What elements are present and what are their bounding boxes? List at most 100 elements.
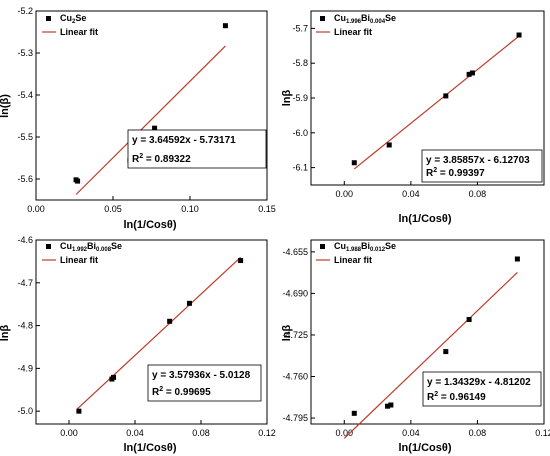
y-tick-label: -6.1 [292,163,308,173]
r2-text: R2 = 0.96149 [427,391,486,403]
legend-subscript: 0.008 [96,247,112,253]
x-tick-label: 0.00 [336,189,354,199]
y-axis-label: lnβ [0,324,11,341]
r2-text: R2 = 0.89322 [132,153,191,165]
x-axis-label: ln(1/Cosθ) [398,442,451,454]
plot-frame [35,10,268,201]
x-tick-label: 0.04 [126,428,144,438]
equation-text: y = 3.64592x - 5.73171 [132,135,236,146]
legend-text: Se [111,241,122,251]
y-tick-label: -4.8 [17,321,33,331]
x-tick-label: 0.05 [104,204,122,214]
legend-text: Cu [60,13,72,23]
data-point [388,402,394,408]
legend-subscript: 1.988 [346,247,362,253]
legend-marker-points [320,244,325,249]
x-tick-label: 0.00 [336,428,354,438]
y-tick-label: -5.0 [17,406,33,416]
y-axis-label: lnβ [281,324,293,341]
data-point [111,374,117,380]
fit-line [343,271,518,439]
equation-text: y = 1.34329x - 4.81202 [427,377,531,388]
legend-label-fit: Linear fit [60,255,98,265]
chart-panel-2: 0.00 0.04 0.08 -5.7 -5.8 -5.9 -6.0 -6.1 ln(1/Cos… [281,10,545,225]
legend-subscript: 1.992 [72,247,88,253]
y-tick-label: -4.690 [282,288,308,298]
x-tick-label: 0.10 [181,204,199,214]
x-axis-label: ln(1/Cosθ) [123,442,176,454]
equation-text: y = 3.57936x - 5.0128 [152,370,251,381]
y-tick-label: -4.760 [282,372,308,382]
data-point [443,93,449,99]
x-tick-label: 0.08 [469,189,487,199]
legend-subscript: 2 [72,19,76,25]
data-point [76,408,82,414]
data-point [466,317,472,323]
fit-line [76,256,242,410]
y-tick-label: -5.7 [292,23,308,33]
r2-text: R2 = 0.99695 [152,386,211,398]
x-tick-label: 0.15 [258,204,276,214]
y-axis-label: lnβ [281,89,293,106]
y-tick-label: -5.6 [17,174,33,184]
legend-text: Bi [361,241,370,251]
y-tick-label: -4.655 [282,247,308,257]
fit-line [353,35,520,170]
y-tick-label: -4.795 [282,413,308,423]
y-tick-label: -4.725 [282,330,308,340]
equation-text: y = 3.85857x - 6.12703 [426,155,530,166]
legend-text: Bi [361,13,370,23]
plot-frame [35,239,268,425]
chart-panel-1: 0.00 0.05 0.10 0.15 -5.2 -5.3 -5.4 -5.5 -5.6 ln(1… [0,6,276,231]
y-tick-label: -5.2 [17,6,33,16]
data-point [351,160,357,166]
legend-text: Bi [87,241,96,251]
x-tick-label: 0.04 [402,428,420,438]
data-point [466,71,472,77]
equation-box [127,129,267,169]
data-point [351,410,357,416]
legend-label-points: Cu1.988Bi0.012Se [334,241,396,253]
legend-marker-points [46,244,51,249]
legend-text: Cu [60,241,72,251]
data-point [385,403,391,409]
x-tick-label: 0.08 [469,428,487,438]
data-point [222,23,228,29]
legend-subscript: 0.004 [370,19,386,25]
legend-label-points: Cu1.992Bi0.008Se [60,241,122,253]
data-point [167,318,173,324]
x-tick-label: 0.04 [402,189,420,199]
legend-text: Se [75,13,86,23]
y-tick-label: -5.3 [17,48,33,58]
fit-line [75,45,226,195]
plot-frame [310,239,545,425]
data-point [152,125,158,131]
legend-label-fit: Linear fit [334,27,372,37]
equation-box [147,364,262,402]
legend-text: Cu [334,241,346,251]
x-tick-label: 0.00 [60,428,78,438]
y-tick-label: -4.9 [17,363,33,373]
r2-text: R2 = 0.99397 [426,167,485,179]
y-tick-label: -5.4 [17,90,33,100]
legend-marker-points [320,16,325,21]
data-point [186,300,192,306]
y-tick-label: -5.8 [292,58,308,68]
legend-label-points: Cu2Se [60,13,86,25]
x-axis-label: ln(1/Cosθ) [123,219,176,231]
legend-marker-points [46,16,51,21]
legend-subscript: 0.012 [370,247,386,253]
legend-label-fit: Linear fit [334,255,372,265]
chart-panel-4: 0.00 0.04 0.08 0.12 -4.655 -4.690 -4.725 -4.760… [281,239,550,454]
equation-box [421,149,543,183]
legend-subscript: 1.996 [346,19,362,25]
y-tick-label: -6.0 [292,128,308,138]
data-point [516,32,522,38]
data-point [514,256,520,262]
y-tick-label: -5.5 [17,132,33,142]
y-tick-label: -4.7 [17,278,33,288]
x-tick-label: 0.08 [192,428,210,438]
y-axis-label: ln(β) [0,94,11,118]
data-point [386,142,392,148]
